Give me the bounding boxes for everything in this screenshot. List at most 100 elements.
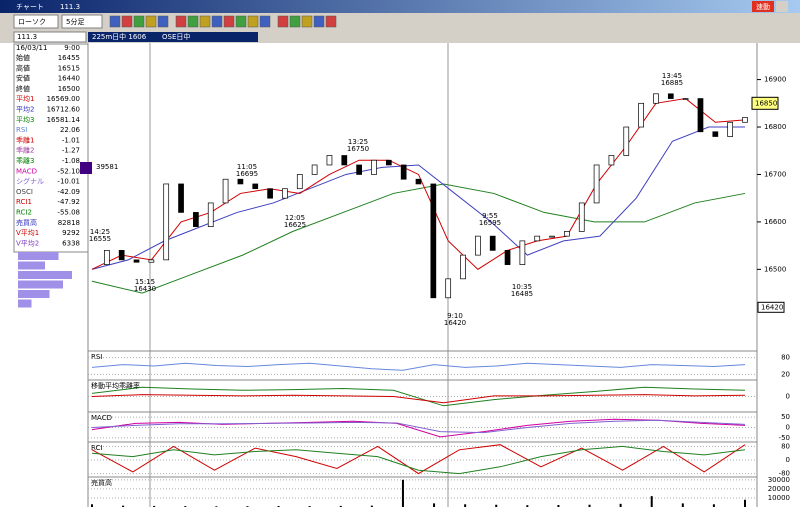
volume-bar <box>495 504 498 507</box>
toolbar-icon[interactable] <box>247 15 259 28</box>
toolbar-icon[interactable] <box>235 15 247 28</box>
toolbar-icon[interactable] <box>277 15 289 28</box>
info-label: 乖離1 <box>16 135 34 144</box>
badge[interactable] <box>752 1 774 12</box>
series-line <box>91 126 745 270</box>
candle <box>549 235 555 238</box>
info-value: 16455 <box>58 54 80 62</box>
toolbar-icon[interactable] <box>259 15 271 28</box>
info-value: 9292 <box>62 229 80 237</box>
candle <box>133 259 140 263</box>
candle <box>326 155 333 166</box>
toolbar-icon[interactable] <box>121 15 133 28</box>
y-tick-label: 10000 <box>768 494 790 502</box>
volume-bar <box>153 505 156 507</box>
candle <box>282 188 288 199</box>
candle <box>163 183 170 261</box>
volume-bar <box>122 505 125 507</box>
info-label: 平均1 <box>16 94 34 103</box>
info-label: 平均2 <box>16 105 34 114</box>
candle <box>578 202 585 232</box>
info-value: 16515 <box>58 64 80 72</box>
contract-bar <box>88 32 258 42</box>
series-line <box>91 362 746 371</box>
close-button[interactable] <box>776 1 788 12</box>
candle <box>519 240 526 265</box>
profile-bar <box>18 299 32 308</box>
low-price-box <box>757 301 785 313</box>
profile-top: 39581 <box>96 163 118 171</box>
annotation-price: 16485 <box>511 290 533 298</box>
low-price: 16420 <box>761 303 783 311</box>
candle <box>742 117 748 123</box>
candle <box>593 164 600 204</box>
code-input[interactable] <box>13 31 87 43</box>
annotation-time: 9:10 <box>447 312 463 320</box>
info-label: V平均2 <box>16 238 39 247</box>
interval-select[interactable] <box>61 14 103 29</box>
candle <box>430 183 437 299</box>
candle <box>148 259 155 263</box>
info-date: 16/03/11 <box>16 44 47 52</box>
profile-bar <box>18 280 63 289</box>
volume-bar <box>650 496 653 507</box>
info-label: RCI1 <box>16 198 32 206</box>
toolbar-icon[interactable] <box>313 15 325 28</box>
contract: 225m日中 1606 <box>92 32 147 41</box>
toolbar-icon[interactable] <box>145 15 157 28</box>
toolbar-icon[interactable] <box>301 15 313 28</box>
toolbar-icon[interactable] <box>211 15 223 28</box>
badge-text: 速動 <box>756 2 770 11</box>
info-panel <box>13 43 89 253</box>
candle <box>341 155 348 166</box>
annotation-price: 16420 <box>444 319 466 327</box>
series-line <box>91 419 746 434</box>
toolbar-icon[interactable] <box>109 15 121 28</box>
chart-type-select[interactable] <box>13 14 59 29</box>
candle <box>727 121 734 137</box>
profile-bar <box>18 290 50 298</box>
candle <box>193 212 199 228</box>
info-value: 16581.14 <box>47 116 81 124</box>
annotation-time: 9:55 <box>482 212 498 220</box>
volume-bar <box>464 504 467 507</box>
series-line <box>91 183 746 294</box>
toolbar-icon[interactable] <box>223 15 235 28</box>
candle <box>400 164 407 180</box>
info-label: 乖離3 <box>16 156 34 165</box>
info-label: RCI2 <box>16 209 32 217</box>
toolbar-icon[interactable] <box>289 15 301 28</box>
candle <box>222 178 229 204</box>
volume-bar <box>681 503 684 507</box>
info-label: 売買高 <box>16 218 37 227</box>
profile-bar <box>18 261 45 270</box>
info-value: -47.92 <box>57 198 80 206</box>
info-label: OSCI <box>16 188 33 196</box>
y-tick-label: 0 <box>786 424 790 432</box>
toolbar-icon[interactable] <box>199 15 211 28</box>
candle <box>296 174 303 190</box>
toolbar-icon[interactable] <box>325 15 337 28</box>
toolbar-icon[interactable] <box>133 15 145 28</box>
toolbar-icon[interactable] <box>157 15 169 28</box>
info-label: 始値 <box>16 53 30 62</box>
series-line <box>91 98 746 270</box>
y-tick-label: 0 <box>786 393 790 401</box>
info-value: -1.01 <box>62 136 80 144</box>
toolbar-icon[interactable] <box>175 15 187 28</box>
toolbar-icon[interactable] <box>187 15 199 28</box>
candle <box>712 131 719 137</box>
volume-bar <box>588 504 591 507</box>
info-label: 乖離2 <box>16 146 34 155</box>
candle <box>445 278 452 299</box>
volume-bar <box>91 504 93 507</box>
candle <box>534 235 541 242</box>
interval: 5分足 <box>66 17 84 26</box>
y-tick-label: 50 <box>781 413 790 421</box>
info-label: 高値 <box>16 63 30 72</box>
profile-bar <box>18 252 59 260</box>
info-value: -10.01 <box>57 178 80 186</box>
candle <box>385 159 392 166</box>
candle <box>311 164 318 175</box>
